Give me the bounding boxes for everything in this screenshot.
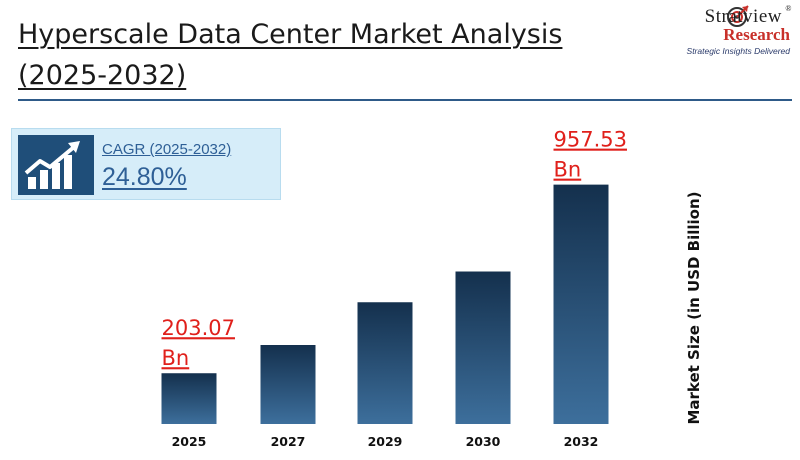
bar-2029 — [357, 302, 413, 424]
bar-2032 — [553, 184, 609, 424]
header-divider — [18, 99, 792, 101]
x-tick-2032: 2032 — [564, 434, 599, 449]
bar-2030 — [455, 271, 511, 424]
bars-group — [161, 184, 609, 424]
x-tick-2030: 2030 — [466, 434, 501, 449]
page-title: Hyperscale Data Center Market Analysis (… — [18, 14, 638, 96]
x-tick-2027: 2027 — [271, 434, 306, 449]
x-tick-labels: 2025 2027 2029 2030 2032 — [172, 434, 599, 449]
title-line-2: (2025-2032) — [18, 60, 187, 91]
cagr-callout: CAGR (2025-2032) 24.80% — [11, 128, 281, 200]
target-arrow-icon — [727, 5, 749, 27]
data-label-2025-value: 203.07 — [162, 316, 235, 340]
logo-brand-top: Stratview ® — [704, 4, 792, 27]
y-axis-label: Market Size (in USD Billion) — [685, 191, 703, 425]
logo-brand-bottom: Research — [723, 25, 790, 44]
growth-chart-icon — [18, 135, 94, 195]
data-label-2032-unit: Bn — [554, 158, 582, 182]
logo-tagline: Strategic Insights Delivered — [686, 46, 790, 56]
data-labels: 203.07 Bn 957.53 Bn — [162, 128, 627, 371]
brand-logo: Stratview ® Research Strategic Insights D… — [632, 4, 792, 56]
cagr-label: CAGR (2025-2032) — [102, 141, 232, 158]
bar-2027 — [260, 345, 316, 424]
x-tick-2029: 2029 — [368, 434, 403, 449]
data-label-2032-value: 957.53 — [554, 128, 627, 152]
x-tick-2025: 2025 — [172, 434, 207, 449]
data-label-2025-unit: Bn — [162, 346, 190, 370]
bar-2025 — [161, 373, 217, 424]
cagr-value: 24.80% — [102, 163, 187, 191]
title-line-1: Hyperscale Data Center Market Analysis — [18, 19, 563, 50]
